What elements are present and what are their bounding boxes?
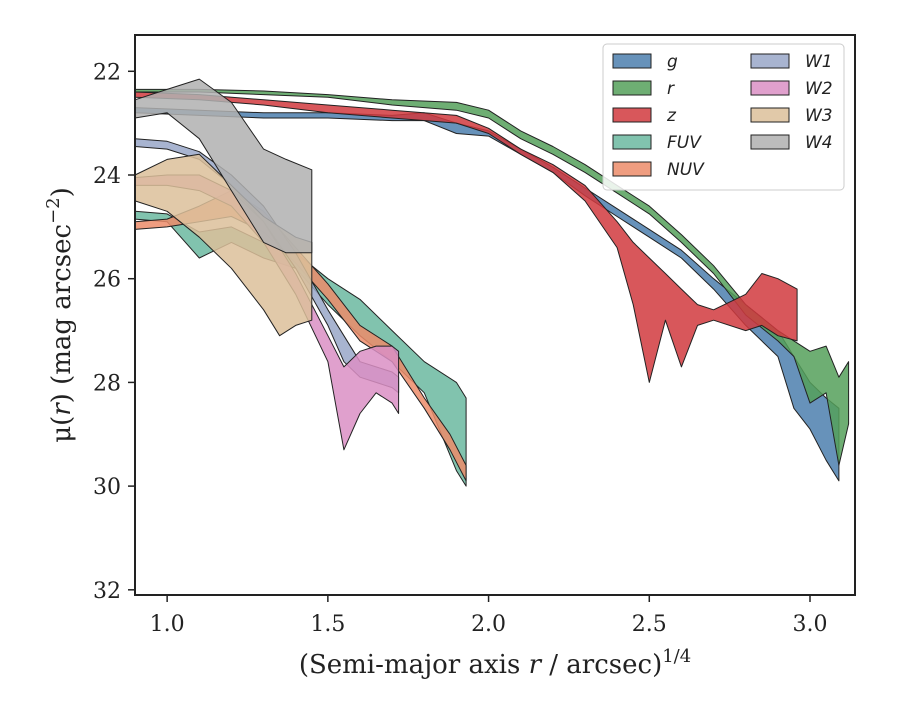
y-tick-label: 30 <box>93 475 121 500</box>
x-tick-label: 2.0 <box>471 612 506 637</box>
legend-label-w4: W4 <box>805 133 833 153</box>
y-tick-label: 22 <box>93 60 121 85</box>
y-tick-label: 32 <box>93 579 121 604</box>
plot-frame <box>134 34 856 596</box>
y-tick-label: 24 <box>93 164 121 189</box>
x-axis-label: (Semi-major axis r / arcsec)1/4 <box>299 646 691 680</box>
y-tick-label: 26 <box>93 268 121 293</box>
legend-swatch-w1 <box>750 53 790 69</box>
band-w3 <box>134 153 313 337</box>
x-tick-label: 1.5 <box>310 612 345 637</box>
y-tick-label: 28 <box>93 371 121 396</box>
legend: grz FUV NUV W1 W2 W3 W4 <box>602 43 845 191</box>
x-tick-label: 2.5 <box>632 612 667 637</box>
y-axis-label: μ(r) (mag arcsec−2) <box>43 187 77 443</box>
legend-swatch-nuv <box>612 161 652 177</box>
x-tick-label: 1.0 <box>150 612 185 637</box>
legend-label-w2: W2 <box>805 79 833 99</box>
legend-swatch-fuv <box>612 134 652 150</box>
series-bands <box>134 78 850 487</box>
legend-swatch-r <box>612 80 652 96</box>
legend-label-fuv: FUV <box>667 133 702 153</box>
legend-swatch-g <box>612 53 652 69</box>
band-z <box>134 91 798 383</box>
legend-swatch-w4 <box>750 134 790 150</box>
legend-label-r: r <box>667 79 675 99</box>
legend-swatch-w2 <box>750 80 790 96</box>
legend-label-nuv: NUV <box>667 160 705 180</box>
legend-label-w1: W1 <box>805 52 833 72</box>
legend-label-z: z <box>666 106 677 126</box>
legend-swatch-z <box>612 107 652 123</box>
legend-swatch-w3 <box>750 107 790 123</box>
x-tick-label: 3.0 <box>793 612 828 637</box>
y-axis-ticks: 22 24 26 28 30 32 <box>93 60 135 604</box>
legend-label-w3: W3 <box>805 106 833 126</box>
x-axis-ticks: 1.0 1.5 2.0 2.5 3.0 <box>150 595 828 637</box>
legend-label-g: g <box>667 52 678 72</box>
band-w4 <box>134 78 313 254</box>
band-r <box>134 88 850 466</box>
